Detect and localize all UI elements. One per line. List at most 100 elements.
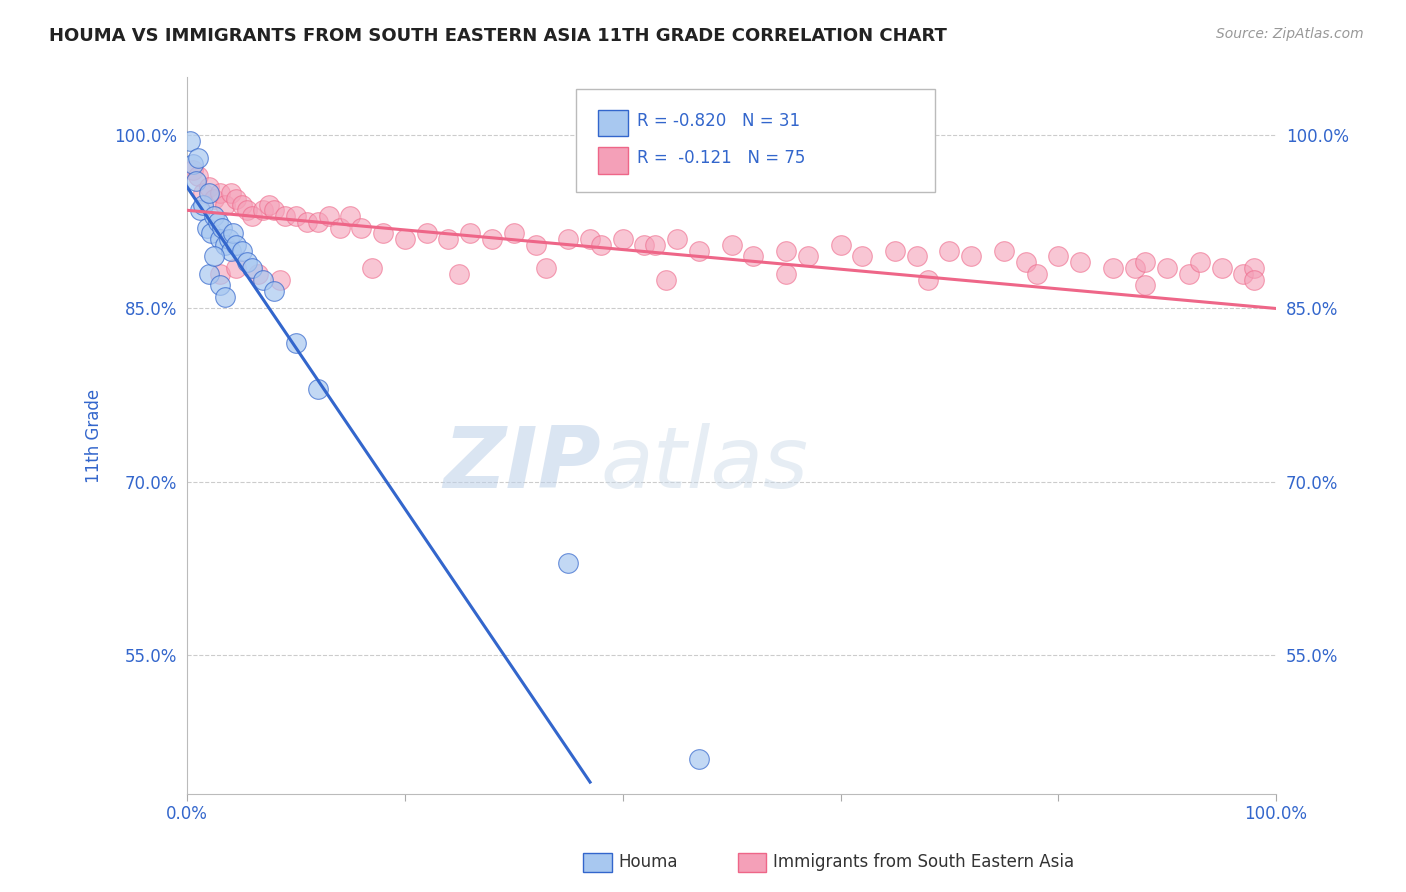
Point (202, 250, 225, 264)
Point (481, 232, 503, 246)
Point (502, 227, 524, 241)
Point (612, 232, 634, 246)
Point (207, 215, 229, 229)
Point (1135, 255, 1157, 269)
Point (225, 261, 247, 276)
Point (219, 244, 242, 258)
Point (394, 232, 416, 246)
Point (202, 209, 225, 223)
Point (208, 278, 231, 293)
Point (181, 157, 204, 171)
Point (257, 197, 280, 211)
Point (633, 238, 655, 252)
Point (449, 267, 471, 281)
Point (200, 227, 222, 241)
Point (225, 238, 247, 252)
Point (198, 267, 221, 281)
Point (884, 244, 907, 258)
Point (1014, 255, 1036, 269)
Point (193, 197, 215, 211)
Text: R =  -0.121   N = 75: R = -0.121 N = 75 (637, 149, 806, 167)
Text: Immigrants from South Eastern Asia: Immigrants from South Eastern Asia (773, 853, 1074, 871)
Point (993, 244, 1015, 258)
Point (1101, 261, 1123, 276)
Point (350, 220, 373, 235)
Point (415, 227, 437, 241)
Point (242, 209, 264, 223)
Point (263, 284, 285, 298)
Point (775, 244, 797, 258)
Point (579, 232, 602, 246)
Point (688, 244, 710, 258)
Point (373, 227, 395, 241)
Point (1156, 261, 1178, 276)
Point (236, 255, 259, 269)
Point (231, 197, 253, 211)
Point (307, 215, 329, 229)
Text: Source: ZipAtlas.com: Source: ZipAtlas.com (1216, 27, 1364, 41)
Point (231, 244, 253, 258)
Text: atlas: atlas (600, 423, 808, 506)
Point (329, 220, 352, 235)
Point (1178, 267, 1201, 281)
Point (184, 174, 207, 188)
Text: HOUMA VS IMMIGRANTS FROM SOUTH EASTERN ASIA 11TH GRADE CORRELATION CHART: HOUMA VS IMMIGRANTS FROM SOUTH EASTERN A… (49, 27, 948, 45)
Point (851, 250, 873, 264)
Point (644, 238, 666, 252)
Point (263, 203, 285, 218)
Point (252, 203, 274, 218)
Text: Houma: Houma (619, 853, 678, 871)
Point (589, 238, 612, 252)
Point (195, 220, 218, 235)
Point (198, 180, 221, 194)
Point (905, 250, 928, 264)
Point (557, 556, 579, 570)
Point (236, 203, 259, 218)
Point (1025, 267, 1047, 281)
Point (1211, 261, 1233, 276)
Point (285, 336, 308, 351)
Point (219, 186, 242, 200)
Text: ZIP: ZIP (443, 423, 600, 506)
Y-axis label: 11th Grade: 11th Grade (86, 389, 103, 483)
Point (211, 220, 233, 235)
Point (193, 186, 215, 200)
Point (1232, 267, 1254, 281)
Point (557, 232, 579, 246)
Point (960, 250, 983, 264)
Point (655, 272, 678, 286)
Point (458, 227, 481, 241)
Point (214, 238, 236, 252)
Point (524, 238, 547, 252)
Point (339, 209, 361, 223)
Point (830, 238, 852, 252)
Point (274, 209, 297, 223)
Point (688, 752, 710, 766)
Point (666, 232, 689, 246)
Point (775, 267, 797, 281)
Point (797, 250, 820, 264)
Point (208, 232, 231, 246)
Point (225, 192, 247, 206)
Point (252, 272, 274, 286)
Point (917, 272, 939, 286)
Point (208, 267, 231, 281)
Point (720, 238, 742, 252)
Point (285, 209, 308, 223)
Point (222, 227, 245, 241)
Point (307, 382, 329, 396)
Point (187, 151, 209, 165)
Point (1135, 278, 1157, 293)
Point (188, 203, 211, 218)
Point (202, 192, 225, 206)
Point (437, 232, 460, 246)
Point (1243, 272, 1265, 286)
Point (208, 186, 231, 200)
Point (246, 267, 269, 281)
Point (187, 169, 209, 183)
Text: R = -0.820   N = 31: R = -0.820 N = 31 (637, 112, 800, 129)
Point (361, 261, 384, 276)
Point (214, 197, 236, 211)
Point (1047, 250, 1070, 264)
Point (742, 250, 765, 264)
